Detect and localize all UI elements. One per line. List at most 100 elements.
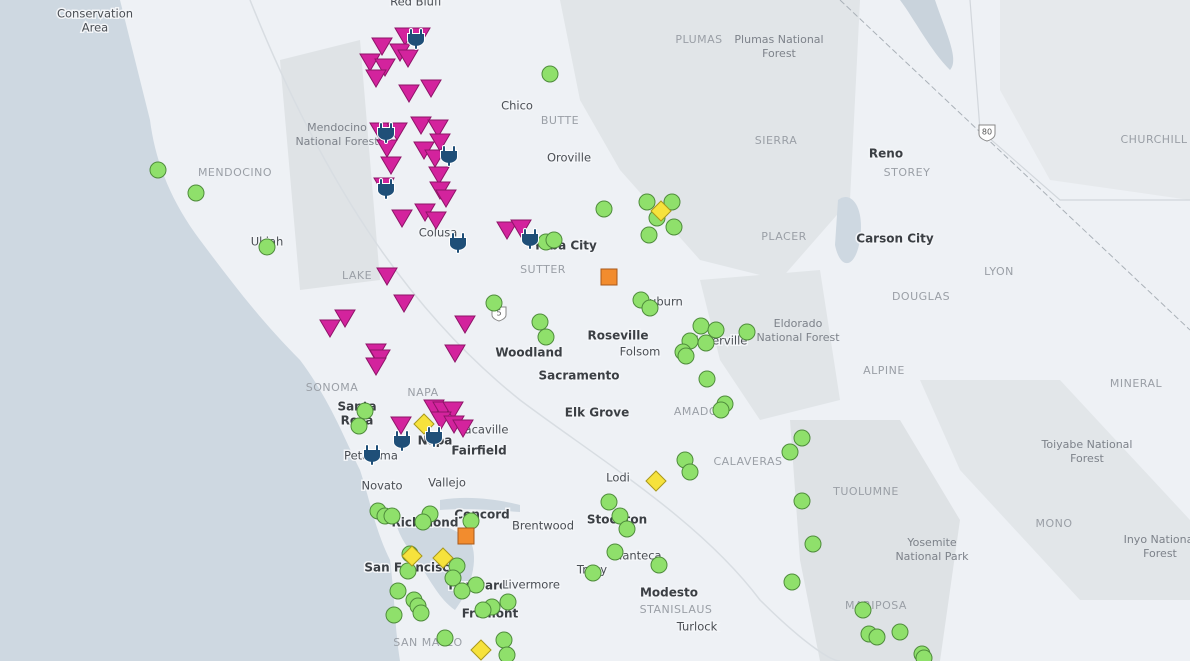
marker-triangle [397, 49, 419, 68]
marker-diamond [470, 639, 492, 661]
city-label: Conservation [57, 7, 133, 21]
county-label: CHURCHILL [1120, 133, 1187, 146]
marker-plug [377, 122, 395, 144]
county-label: MINERAL [1110, 377, 1163, 390]
marker-circle [537, 328, 555, 346]
city-label: Vallejo [428, 476, 466, 490]
area-label: Toiyabe National [1041, 438, 1133, 451]
area-label: National Forest [756, 331, 840, 344]
city-label: Woodland [495, 346, 562, 360]
city-label: Colusa [419, 226, 458, 240]
plug-icon [378, 123, 394, 143]
county-label: CALAVERAS [713, 455, 782, 468]
county-label: LAKE [342, 269, 372, 282]
marker-circle [187, 184, 205, 202]
county-label: SONOMA [306, 381, 359, 394]
marker-circle [149, 161, 167, 179]
city-label: Folsom [620, 345, 661, 359]
marker-circle [385, 606, 403, 624]
marker-triangle [371, 37, 393, 56]
area-label: National Park [895, 550, 969, 563]
marker-triangle [359, 53, 381, 72]
marker-triangle [393, 294, 415, 313]
marker-triangle [444, 344, 466, 363]
marker-triangle [429, 133, 451, 152]
marker-circle [665, 218, 683, 236]
area-label: Yosemite [906, 536, 957, 549]
plug-icon [364, 445, 380, 465]
marker-circle [781, 443, 799, 461]
marker-circle [697, 334, 715, 352]
area-label: Forest [1070, 452, 1104, 465]
marker-circle [453, 582, 471, 600]
marker-square [457, 527, 475, 545]
area-label: National Forest [295, 135, 379, 148]
marker-circle [600, 493, 618, 511]
city-label: Concord [454, 508, 509, 522]
plug-icon [522, 229, 538, 249]
county-label: STANISLAUS [640, 603, 713, 616]
marker-circle [611, 507, 629, 525]
marker-circle [804, 535, 822, 553]
marker-circle [356, 402, 374, 420]
marker-circle [854, 601, 872, 619]
marker-triangle [390, 416, 412, 435]
marker-circle [783, 573, 801, 591]
marker-circle [258, 238, 276, 256]
plug-icon [408, 29, 424, 49]
shield-label: 5 [496, 309, 501, 318]
city-label: Roseville [587, 329, 648, 343]
marker-circle [681, 463, 699, 481]
marker-triangle [442, 401, 464, 420]
marker-circle [793, 429, 811, 447]
marker-circle [584, 564, 602, 582]
marker-circle [499, 593, 517, 611]
city-label: Fairfield [451, 444, 506, 458]
marker-circle [595, 200, 613, 218]
county-label: MARIPOSA [845, 599, 907, 612]
marker-circle [606, 543, 624, 561]
marker-circle [531, 313, 549, 331]
marker-circle [712, 401, 730, 419]
marker-diamond [432, 547, 454, 569]
marker-triangle [398, 84, 420, 103]
city-label: Chico [501, 99, 533, 113]
county-label: PLACER [761, 230, 807, 243]
city-label: Red Bluff [390, 0, 443, 9]
marker-triangle [365, 357, 387, 376]
plug-icon [450, 233, 466, 253]
county-label: TUOLUMNE [832, 485, 899, 498]
marker-plug [449, 232, 467, 254]
marker-circle [545, 231, 563, 249]
city-label: Lodi [606, 471, 630, 485]
city-label: Carson City [856, 232, 934, 246]
marker-circle [462, 512, 480, 530]
shield-label: 80 [982, 128, 992, 137]
marker-plug [440, 145, 458, 167]
marker-circle [641, 299, 659, 317]
county-label: BUTTE [541, 114, 579, 127]
city-label: Area [82, 21, 108, 35]
area-label: Plumas National [734, 33, 823, 46]
city-label: Manteca [612, 549, 661, 563]
marker-circle [541, 65, 559, 83]
marker-square [600, 268, 618, 286]
plug-icon [441, 146, 457, 166]
marker-triangle [427, 119, 449, 138]
markers [149, 27, 933, 661]
marker-circle [414, 513, 432, 531]
area-label: Forest [1143, 547, 1177, 560]
area-label: Mendocino [307, 121, 367, 134]
marker-triangle [380, 156, 402, 175]
marker-triangle [420, 79, 442, 98]
marker-triangle [428, 166, 450, 185]
marker-triangle [452, 419, 474, 438]
marker-triangle [435, 189, 457, 208]
marker-circle [350, 417, 368, 435]
marker-circle [618, 520, 636, 538]
county-label: LYON [984, 265, 1014, 278]
city-label: Turlock [676, 620, 718, 634]
marker-circle [638, 193, 656, 211]
marker-diamond [645, 470, 667, 492]
marker-circle [891, 623, 909, 641]
